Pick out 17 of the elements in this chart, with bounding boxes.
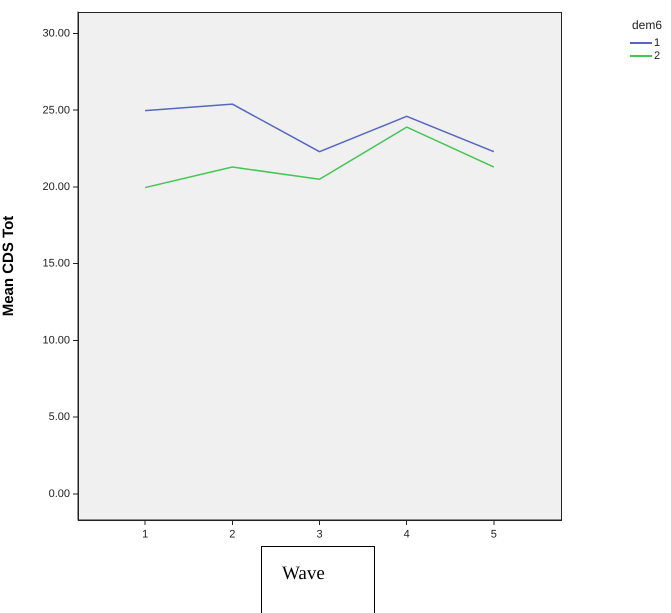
y-tick-label: 5.00 <box>48 411 70 424</box>
y-tick-label: 25.00 <box>42 104 70 116</box>
legend-label: 2 <box>654 50 660 62</box>
y-tick-label: 20.00 <box>42 180 70 193</box>
y-tick-label: 30.00 <box>42 28 70 40</box>
y-tick-label: 15.00 <box>42 258 70 270</box>
y-axis-title: Mean CDS Tot <box>0 216 18 316</box>
x-tick-label: 1 <box>142 528 148 541</box>
x-axis-title: Wave <box>261 546 375 613</box>
legend-label: 1 <box>654 36 660 48</box>
x-tick-label: 3 <box>316 528 323 541</box>
legend-title: dem6 <box>632 18 662 32</box>
x-tick-label: 5 <box>490 528 497 541</box>
x-tick-label: 4 <box>404 528 410 541</box>
x-tick-label: 2 <box>229 528 236 541</box>
y-tick-label: 0.00 <box>48 488 70 500</box>
y-tick-label: 10.00 <box>42 334 70 346</box>
